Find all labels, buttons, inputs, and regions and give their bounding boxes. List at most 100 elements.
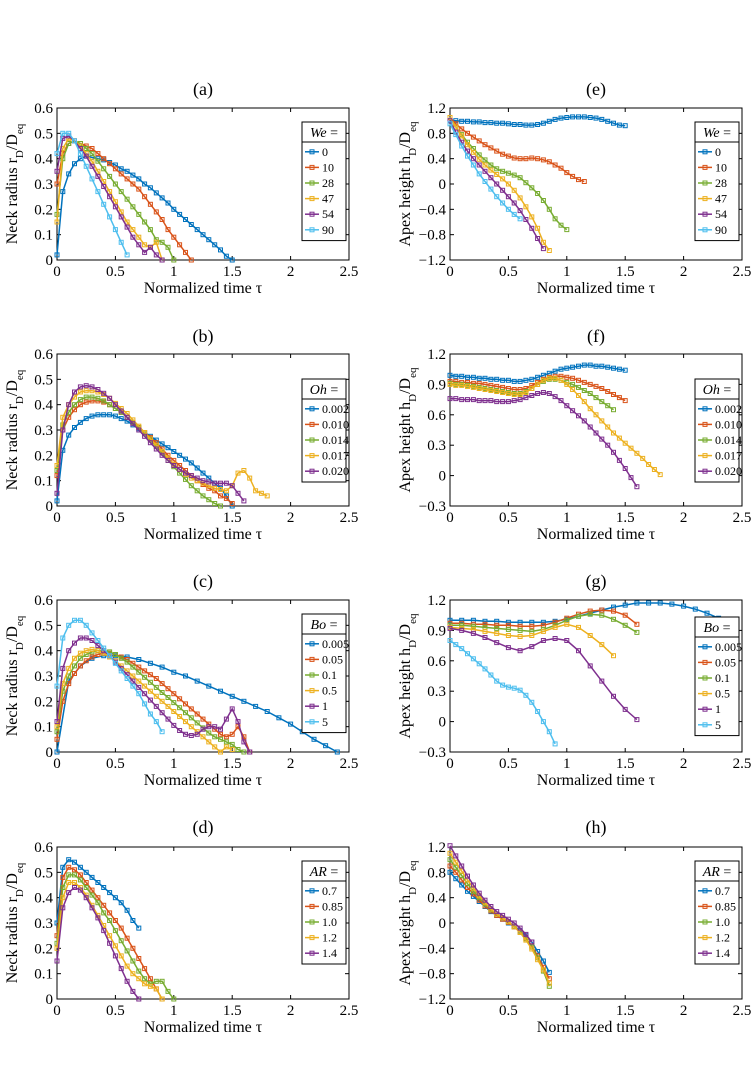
data-point bbox=[89, 654, 95, 660]
data-point bbox=[136, 176, 142, 182]
data-point bbox=[89, 638, 95, 643]
data-point bbox=[540, 390, 546, 395]
data-point bbox=[89, 146, 95, 151]
data-point bbox=[599, 612, 605, 618]
data-point bbox=[511, 187, 517, 193]
data-point bbox=[130, 664, 136, 670]
data-point bbox=[107, 918, 113, 923]
data-point bbox=[482, 168, 488, 174]
data-point bbox=[482, 628, 488, 634]
y-axis-label: Neck radius rD/Deq bbox=[4, 123, 26, 244]
data-point bbox=[83, 658, 89, 664]
data-point bbox=[529, 214, 535, 220]
legend-label: 0.1 bbox=[715, 671, 730, 685]
y-axis-label-part: eq bbox=[14, 123, 26, 134]
data-point bbox=[136, 242, 142, 248]
data-point bbox=[552, 116, 558, 122]
legend-title-text: We bbox=[310, 126, 327, 141]
data-point bbox=[95, 412, 101, 418]
data-point bbox=[482, 387, 488, 392]
y-tick-label: 0.5 bbox=[34, 126, 53, 142]
legend-item: 0 bbox=[305, 145, 328, 159]
data-point bbox=[165, 227, 171, 233]
data-point bbox=[95, 900, 101, 906]
data-point bbox=[482, 179, 488, 184]
legend-swatch-marker bbox=[309, 164, 315, 170]
data-point bbox=[147, 440, 153, 446]
legend-label: 0.05 bbox=[715, 655, 736, 669]
data-point bbox=[581, 362, 587, 368]
y-tick-label: 0.2 bbox=[34, 448, 53, 464]
data-point bbox=[212, 242, 218, 248]
plot-area bbox=[447, 843, 552, 989]
y-axis-label-part: D bbox=[14, 396, 26, 404]
data-point bbox=[183, 731, 188, 737]
data-point bbox=[500, 200, 506, 206]
legend-swatch-marker bbox=[309, 196, 315, 202]
series-1.2 bbox=[447, 850, 552, 986]
y-axis-label-part: Apex height h bbox=[397, 648, 414, 739]
data-point bbox=[500, 120, 506, 126]
series-line bbox=[56, 874, 175, 1000]
data-point bbox=[494, 909, 500, 915]
data-point bbox=[171, 669, 177, 675]
legend-title-text: Oh bbox=[703, 383, 720, 398]
data-point bbox=[593, 115, 599, 121]
data-point bbox=[112, 166, 118, 172]
x-axis-label: Normalized time τ bbox=[144, 772, 263, 789]
data-point bbox=[517, 687, 523, 693]
data-point bbox=[587, 611, 593, 617]
data-point bbox=[77, 419, 83, 425]
panel-label: (e) bbox=[586, 79, 606, 100]
y-axis-label-part: eq bbox=[14, 369, 26, 380]
data-point bbox=[229, 731, 235, 737]
data-point bbox=[77, 887, 83, 893]
data-point bbox=[130, 673, 136, 679]
y-axis-label: Neck radius rD/Deq bbox=[4, 862, 26, 983]
data-point bbox=[147, 688, 153, 694]
data-point bbox=[488, 904, 494, 909]
data-point bbox=[546, 391, 552, 396]
data-point bbox=[83, 394, 89, 400]
data-point bbox=[465, 142, 470, 148]
data-point bbox=[611, 608, 616, 614]
data-point bbox=[529, 644, 535, 650]
y-tick-label: −0.4 bbox=[419, 941, 447, 957]
data-point bbox=[505, 206, 511, 212]
data-point bbox=[142, 976, 148, 982]
data-point bbox=[95, 648, 101, 654]
y-tick-label: −0.3 bbox=[419, 499, 446, 515]
data-point bbox=[447, 625, 453, 631]
data-point bbox=[546, 206, 552, 212]
x-tick-label: 1 bbox=[170, 510, 178, 526]
data-point bbox=[517, 208, 523, 214]
data-point bbox=[470, 656, 476, 662]
series-line bbox=[449, 865, 550, 980]
y-tick-label: −1.2 bbox=[419, 992, 446, 1008]
data-point bbox=[558, 398, 564, 404]
data-point bbox=[188, 257, 194, 263]
data-point bbox=[470, 149, 476, 155]
data-point bbox=[447, 118, 453, 124]
data-point bbox=[159, 452, 165, 458]
plot-area bbox=[447, 600, 733, 747]
data-point bbox=[482, 120, 488, 126]
data-point bbox=[177, 466, 183, 472]
x-axis-label: Normalized time τ bbox=[537, 526, 656, 543]
legend-swatch-marker bbox=[309, 672, 315, 678]
legend-item: 0.05 bbox=[698, 655, 736, 669]
x-tick-label: 1.5 bbox=[223, 1003, 242, 1019]
data-point bbox=[188, 724, 194, 730]
data-point bbox=[529, 699, 535, 705]
data-point bbox=[159, 996, 165, 1002]
data-point bbox=[552, 368, 558, 374]
legend-swatch-marker bbox=[309, 888, 315, 894]
data-point bbox=[60, 885, 66, 890]
legend-swatch-marker bbox=[702, 935, 708, 941]
data-point bbox=[511, 378, 517, 384]
data-point bbox=[124, 196, 130, 202]
data-point bbox=[194, 488, 200, 494]
data-point bbox=[89, 176, 95, 182]
legend-swatch-marker bbox=[309, 421, 315, 427]
data-point bbox=[95, 915, 101, 921]
